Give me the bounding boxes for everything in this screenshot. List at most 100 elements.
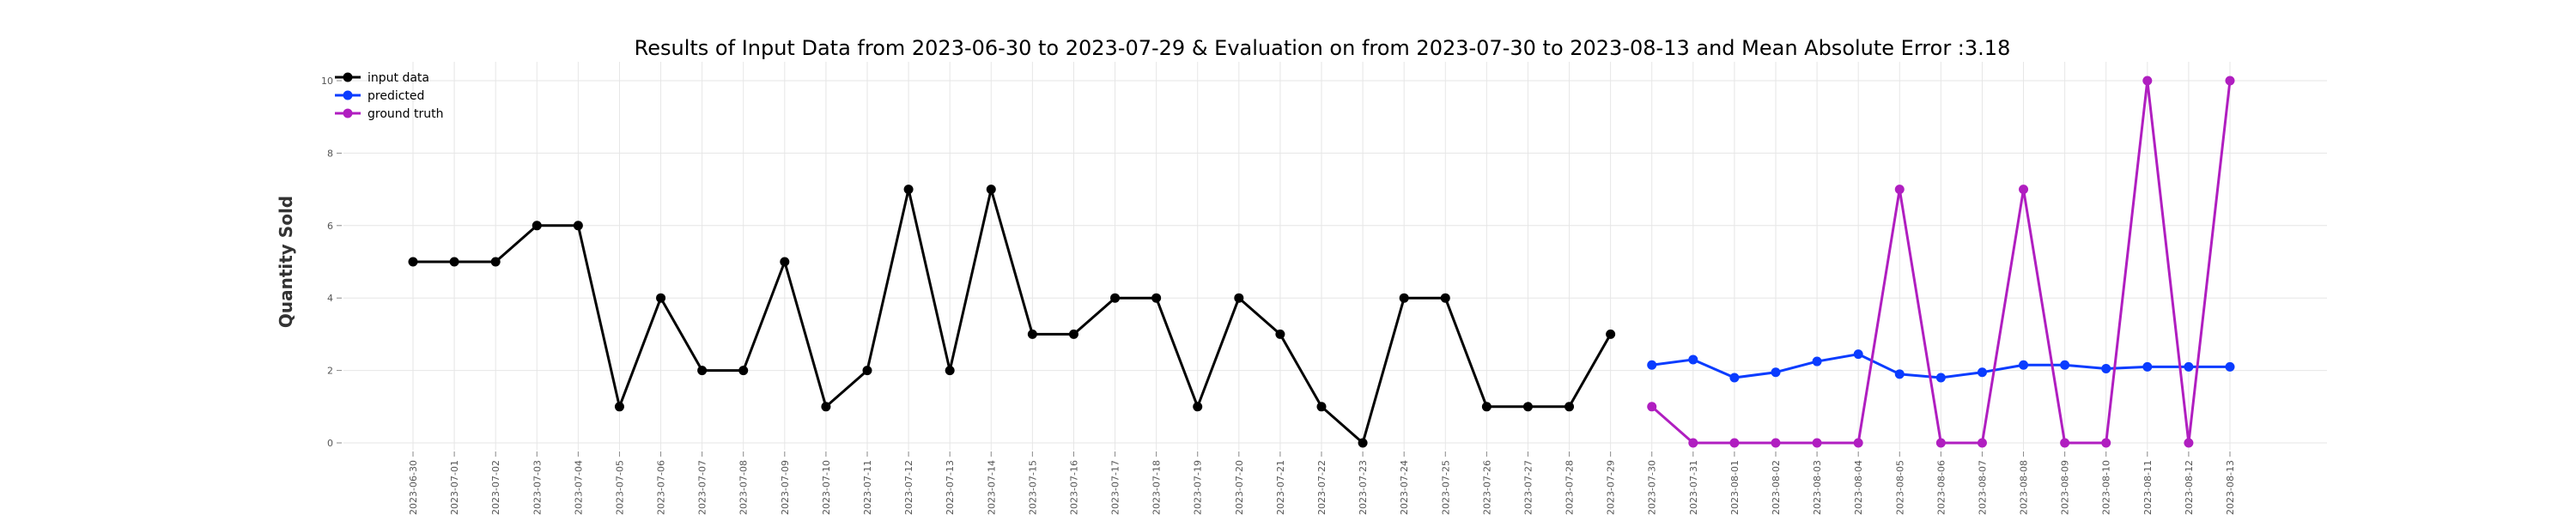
- data-point-input-data: [1193, 402, 1203, 412]
- data-point-predicted: [1812, 356, 1822, 367]
- data-point-ground-truth: [1771, 438, 1781, 448]
- data-point-predicted: [1771, 367, 1781, 378]
- x-tick-label: 2023-07-14: [986, 460, 997, 515]
- x-tick-label: 2023-07-03: [532, 460, 543, 515]
- y-axis-label: Quantity Sold: [276, 196, 296, 328]
- series-layer: [408, 76, 2235, 448]
- data-point-ground-truth: [1812, 438, 1822, 448]
- data-point-predicted: [1894, 369, 1905, 379]
- x-tick-label: 2023-06-30: [408, 460, 419, 515]
- data-point-input-data: [1068, 329, 1078, 339]
- data-point-input-data: [408, 257, 418, 267]
- x-tick-label: 2023-08-09: [2060, 460, 2071, 515]
- x-axis-ticks: 2023-06-30 2023-07-01 2023-07-02 2023-07-03…: [408, 451, 2236, 515]
- data-point-input-data: [1234, 293, 1244, 303]
- data-point-input-data: [1564, 402, 1575, 412]
- x-tick-label: 2023-08-03: [1812, 460, 1823, 515]
- data-point-input-data: [1275, 329, 1285, 339]
- data-point-input-data: [1316, 402, 1327, 412]
- x-tick-label: 2023-07-05: [614, 460, 625, 515]
- data-point-ground-truth: [2142, 76, 2153, 86]
- x-tick-label: 2023-07-30: [1647, 460, 1658, 515]
- x-tick-label: 2023-08-12: [2184, 460, 2195, 515]
- x-tick-label: 2023-07-21: [1275, 460, 1286, 515]
- legend-label-input-data: input data: [368, 71, 429, 85]
- x-tick-label: 2023-07-04: [573, 460, 584, 515]
- data-point-input-data: [532, 221, 542, 231]
- y-tick-label: 8: [327, 148, 333, 159]
- x-tick-label: 2023-07-16: [1068, 460, 1079, 515]
- data-point-predicted: [1977, 367, 1987, 378]
- legend-label-predicted: predicted: [368, 89, 424, 103]
- x-tick-label: 2023-07-28: [1564, 460, 1576, 515]
- data-point-predicted: [1688, 354, 1698, 365]
- data-point-input-data: [1151, 293, 1162, 303]
- x-tick-label: 2023-07-29: [1606, 460, 1617, 515]
- data-point-input-data: [614, 402, 624, 412]
- data-point-input-data: [1399, 293, 1409, 303]
- x-tick-label: 2023-08-02: [1771, 460, 1782, 515]
- data-point-input-data: [1522, 402, 1533, 412]
- data-point-predicted: [1647, 360, 1657, 370]
- data-point-input-data: [986, 185, 996, 195]
- x-tick-label: 2023-07-31: [1688, 460, 1699, 515]
- legend-marker-ground-truth: [343, 108, 353, 118]
- legend-label-ground-truth: ground truth: [368, 107, 443, 121]
- data-point-ground-truth: [2019, 185, 2029, 195]
- data-point-predicted: [2225, 361, 2235, 372]
- data-point-predicted: [2184, 361, 2194, 372]
- x-tick-label: 2023-07-08: [738, 460, 750, 515]
- data-point-ground-truth: [2184, 438, 2194, 448]
- grid: [343, 62, 2327, 450]
- data-point-ground-truth: [1729, 438, 1740, 448]
- x-tick-label: 2023-08-10: [2101, 460, 2112, 515]
- x-tick-label: 2023-07-02: [490, 460, 501, 515]
- y-tick-label: 4: [327, 293, 333, 304]
- data-point-input-data: [821, 402, 831, 412]
- data-point-predicted: [2101, 363, 2111, 373]
- data-point-ground-truth: [1853, 438, 1863, 448]
- y-tick-label: 10: [321, 76, 333, 87]
- x-tick-label: 2023-08-01: [1729, 460, 1741, 515]
- legend-marker-predicted: [343, 90, 353, 100]
- x-tick-label: 2023-08-05: [1894, 460, 1905, 515]
- data-point-ground-truth: [1688, 438, 1698, 448]
- data-point-ground-truth: [2225, 76, 2235, 86]
- data-point-input-data: [573, 221, 583, 231]
- x-tick-label: 2023-08-06: [1935, 460, 1947, 515]
- data-point-input-data: [862, 366, 872, 376]
- x-tick-label: 2023-08-13: [2225, 460, 2236, 515]
- y-axis-ticks: 0 2 4 6 8 10: [321, 76, 342, 449]
- data-point-predicted: [1853, 349, 1863, 360]
- series-line-input-data: [413, 188, 1612, 445]
- data-point-input-data: [1027, 329, 1037, 339]
- data-point-ground-truth: [2060, 438, 2070, 448]
- x-tick-label: 2023-07-20: [1234, 460, 1245, 515]
- x-tick-label: 2023-07-15: [1027, 460, 1038, 515]
- data-point-input-data: [945, 366, 955, 376]
- legend-marker-input-data: [343, 72, 353, 82]
- data-point-ground-truth: [1647, 402, 1657, 412]
- data-point-input-data: [903, 185, 914, 195]
- x-tick-label: 2023-07-25: [1440, 460, 1451, 515]
- data-point-input-data: [1110, 293, 1121, 303]
- chart-title: Results of Input Data from 2023-06-30 to…: [635, 36, 2011, 60]
- data-point-input-data: [1440, 293, 1450, 303]
- x-tick-label: 2023-07-18: [1151, 460, 1163, 515]
- x-tick-label: 2023-07-22: [1316, 460, 1327, 515]
- data-point-input-data: [1358, 438, 1368, 448]
- data-point-input-data: [738, 366, 749, 376]
- x-tick-label: 2023-08-08: [2019, 460, 2030, 515]
- data-point-input-data: [490, 257, 501, 267]
- x-tick-label: 2023-08-11: [2142, 460, 2154, 515]
- y-tick-label: 0: [327, 438, 333, 449]
- x-tick-label: 2023-07-23: [1358, 460, 1369, 515]
- data-point-ground-truth: [2101, 438, 2111, 448]
- x-tick-label: 2023-07-01: [449, 460, 460, 515]
- data-point-input-data: [697, 366, 708, 376]
- legend: input data predicted ground truth: [335, 71, 443, 121]
- data-point-predicted: [2060, 360, 2070, 370]
- data-point-predicted: [1935, 373, 1946, 383]
- x-tick-label: 2023-07-06: [656, 460, 667, 515]
